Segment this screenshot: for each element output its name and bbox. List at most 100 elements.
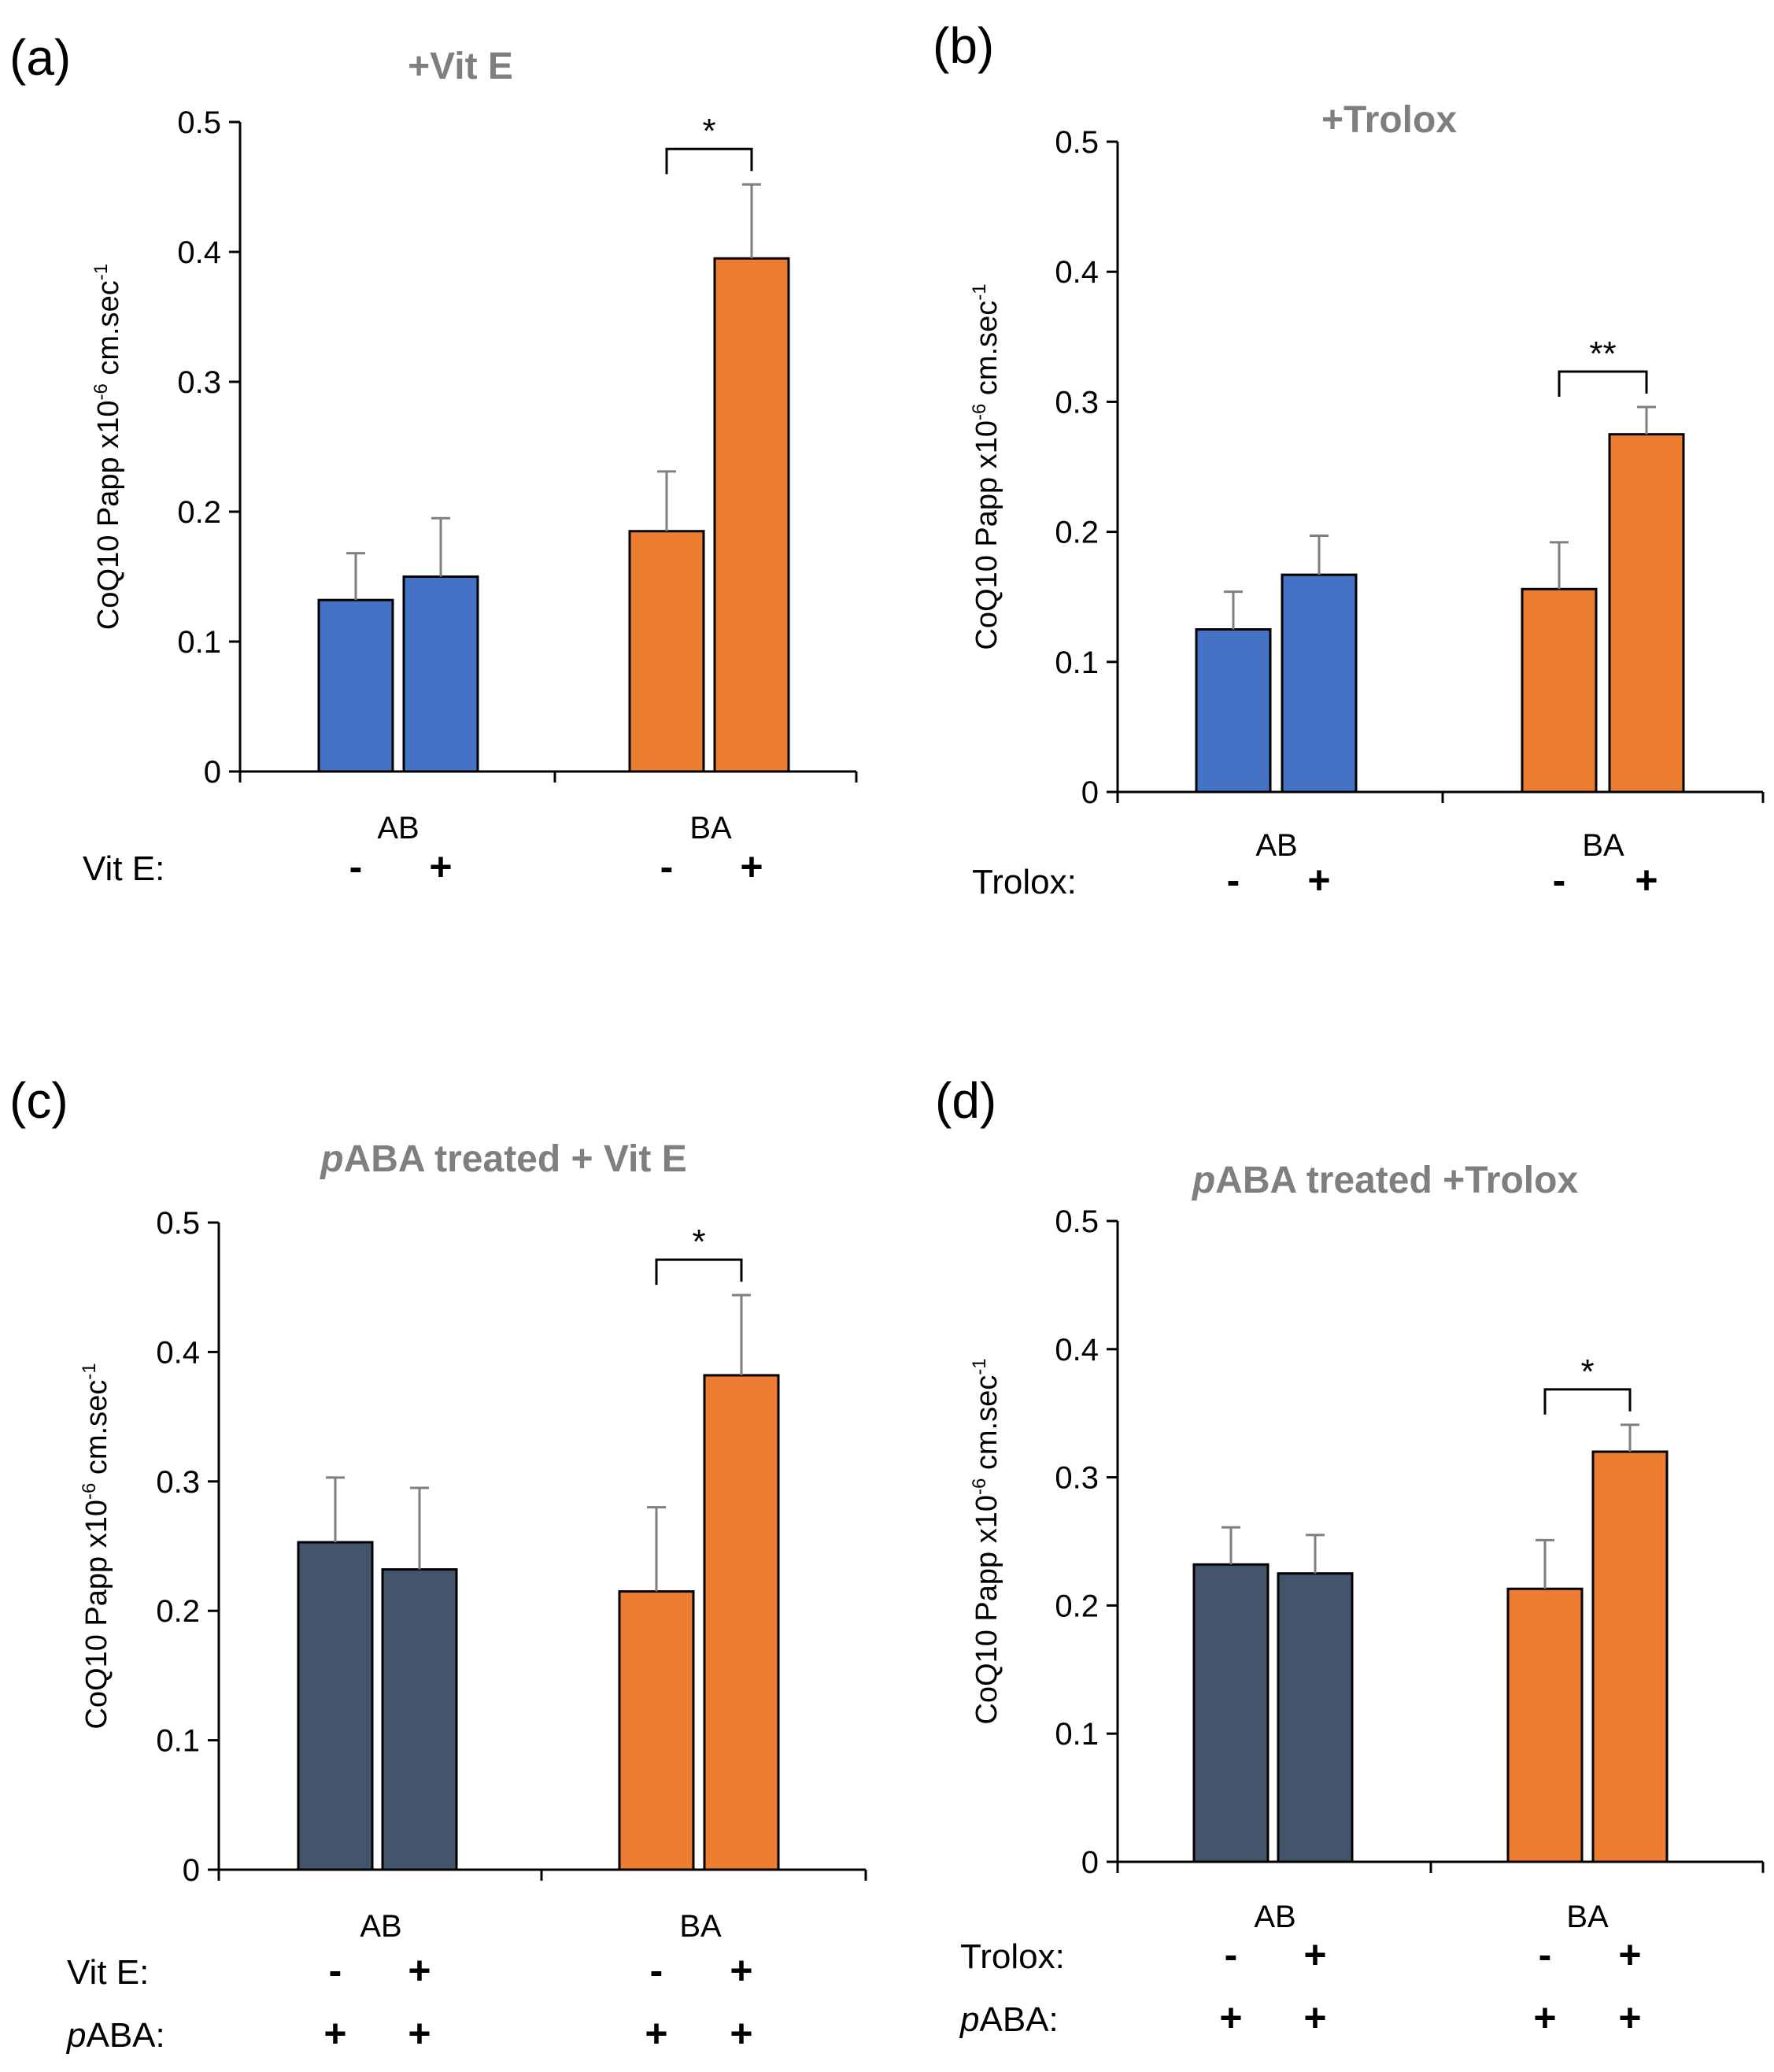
y-tick-label: 0	[1081, 775, 1099, 810]
y-axis-label-main: CoQ10 Papp x10	[92, 401, 125, 631]
significance-marker: *	[1580, 1352, 1594, 1391]
y-axis-label-main: CoQ10 Papp x10	[80, 1500, 113, 1730]
category-label-ab: AB	[360, 1909, 401, 1944]
y-tick-label: 0.3	[1055, 385, 1099, 420]
y-tick-label: 0.4	[1055, 1333, 1099, 1367]
category-label-ab: AB	[377, 811, 419, 845]
condition-value: +	[740, 845, 763, 889]
condition-row-label: pABA:	[959, 2000, 1059, 2039]
bar-ba-plus	[1608, 433, 1685, 794]
y-axis-label-unit: cm.sec	[80, 1380, 113, 1483]
y-axis-label-unit: cm.sec	[92, 280, 125, 383]
y-tick-label: 0	[183, 1853, 200, 1888]
y-axis-label-exp: -6	[969, 1478, 990, 1495]
y-axis-label-unit-exp: -1	[969, 283, 990, 300]
y-tick-label: 0.1	[177, 625, 221, 660]
condition-value: +	[730, 2011, 752, 2055]
category-label-ba: BA	[679, 1909, 722, 1944]
y-tick-label: 0.1	[156, 1724, 200, 1759]
bar-ab-plus	[1281, 573, 1358, 794]
condition-row-label-text: ABA:	[979, 2000, 1058, 2039]
bar-ab-minus	[297, 1541, 374, 1871]
bar-ab-plus	[402, 575, 479, 773]
condition-value: +	[323, 2011, 346, 2055]
condition-value: -	[1225, 1933, 1238, 1977]
y-tick-label: 0.2	[156, 1594, 200, 1629]
condition-row-label-text: Vit E:	[83, 849, 164, 888]
significance-bracket	[1543, 1388, 1632, 1415]
condition-value: +	[1307, 858, 1330, 902]
condition-value: -	[660, 845, 674, 889]
y-axis-label: CoQ10 Papp x10-6 cm.sec-1	[79, 1363, 113, 1729]
y-axis-label-exp: -6	[91, 383, 112, 400]
y-tick-label: 0.1	[1055, 1717, 1099, 1752]
condition-row-label: pABA:	[65, 2016, 165, 2055]
y-tick-label: 0.2	[1055, 1589, 1099, 1623]
y-tick-label: 0.2	[177, 495, 221, 530]
condition-row-label-text: Trolox:	[972, 863, 1077, 901]
bar-ba-plus	[713, 257, 790, 773]
y-tick-label: 0	[1081, 1845, 1099, 1880]
condition-row-label: Trolox:	[960, 1937, 1065, 1976]
condition-value: +	[1618, 1933, 1641, 1977]
condition-value: +	[408, 2011, 431, 2055]
y-axis-label-unit-exp: -1	[91, 264, 112, 280]
chart-title: pABA treated + Vit E	[319, 1138, 686, 1180]
category-label-ab: AB	[1254, 1900, 1295, 1934]
bar-ab-minus	[317, 598, 394, 773]
condition-row-label-text: Trolox:	[960, 1937, 1065, 1976]
y-tick-label: 0.4	[1055, 255, 1099, 290]
y-tick-label: 0.3	[1055, 1461, 1099, 1496]
condition-row-label: Vit E:	[67, 1953, 149, 1992]
y-tick-label: 0.5	[1055, 125, 1099, 160]
chart-title: +Trolox	[1321, 99, 1457, 141]
significance-bracket	[1558, 370, 1648, 398]
y-tick-label: 0.2	[1055, 516, 1099, 550]
condition-row-label-prefix: p	[959, 2000, 979, 2039]
condition-value: +	[1303, 1933, 1326, 1977]
y-axis-label-exp: -6	[79, 1483, 100, 1500]
chart-title-part: +Vit E	[408, 46, 513, 87]
condition-value: -	[1539, 1933, 1552, 1977]
condition-value: -	[329, 1948, 342, 1992]
significance-bracket	[655, 1258, 743, 1286]
y-tick-label: 0.5	[177, 105, 221, 140]
significance-marker: *	[692, 1223, 705, 1261]
chart-title-part: p	[1191, 1160, 1215, 1201]
category-label-ba: BA	[1566, 1900, 1609, 1934]
y-axis-label: CoQ10 Papp x10-6 cm.sec-1	[969, 283, 1003, 649]
y-tick-label: 0.1	[1055, 646, 1099, 680]
y-tick-label: 0.4	[177, 235, 221, 270]
bar-ab-plus	[1277, 1572, 1354, 1863]
condition-value: -	[1227, 858, 1240, 902]
y-axis-label-unit-exp: -1	[969, 1358, 990, 1375]
bar-ba-minus	[628, 530, 705, 773]
significance-marker: *	[702, 112, 715, 150]
bar-ab-minus	[1195, 628, 1272, 794]
bar-ba-minus	[1521, 587, 1598, 794]
y-axis-label: CoQ10 Papp x10-6 cm.sec-1	[969, 1358, 1003, 1724]
chart-panel-d: (d)pABA treated +Trolox00.10.20.30.40.5C…	[935, 1072, 1765, 2040]
condition-value: +	[1303, 1996, 1326, 2040]
y-tick-label: 0.3	[156, 1465, 200, 1500]
condition-row-label-text: ABA:	[86, 2016, 164, 2055]
panel-label: (b)	[933, 17, 994, 74]
y-tick-label: 0.5	[1055, 1204, 1099, 1239]
chart-title-part: ABA treated +Trolox	[1215, 1160, 1578, 1201]
condition-row-label-text: Vit E:	[67, 1953, 149, 1992]
condition-value: -	[1553, 858, 1566, 902]
chart-title: +Vit E	[408, 46, 513, 87]
y-axis-label-unit: cm.sec	[970, 1375, 1003, 1478]
bar-ab-minus	[1192, 1563, 1270, 1863]
condition-value: +	[1618, 1996, 1641, 2040]
bar-ba-minus	[1506, 1587, 1584, 1863]
bar-ba-plus	[703, 1374, 780, 1871]
y-axis-label: CoQ10 Papp x10-6 cm.sec-1	[91, 264, 125, 630]
condition-row-label-prefix: p	[65, 2016, 86, 2055]
condition-value: +	[408, 1948, 431, 1992]
condition-row-label: Vit E:	[83, 849, 164, 888]
y-axis-label-unit-exp: -1	[79, 1363, 100, 1379]
panel-label: (d)	[935, 1072, 996, 1129]
condition-value: +	[645, 2011, 667, 2055]
